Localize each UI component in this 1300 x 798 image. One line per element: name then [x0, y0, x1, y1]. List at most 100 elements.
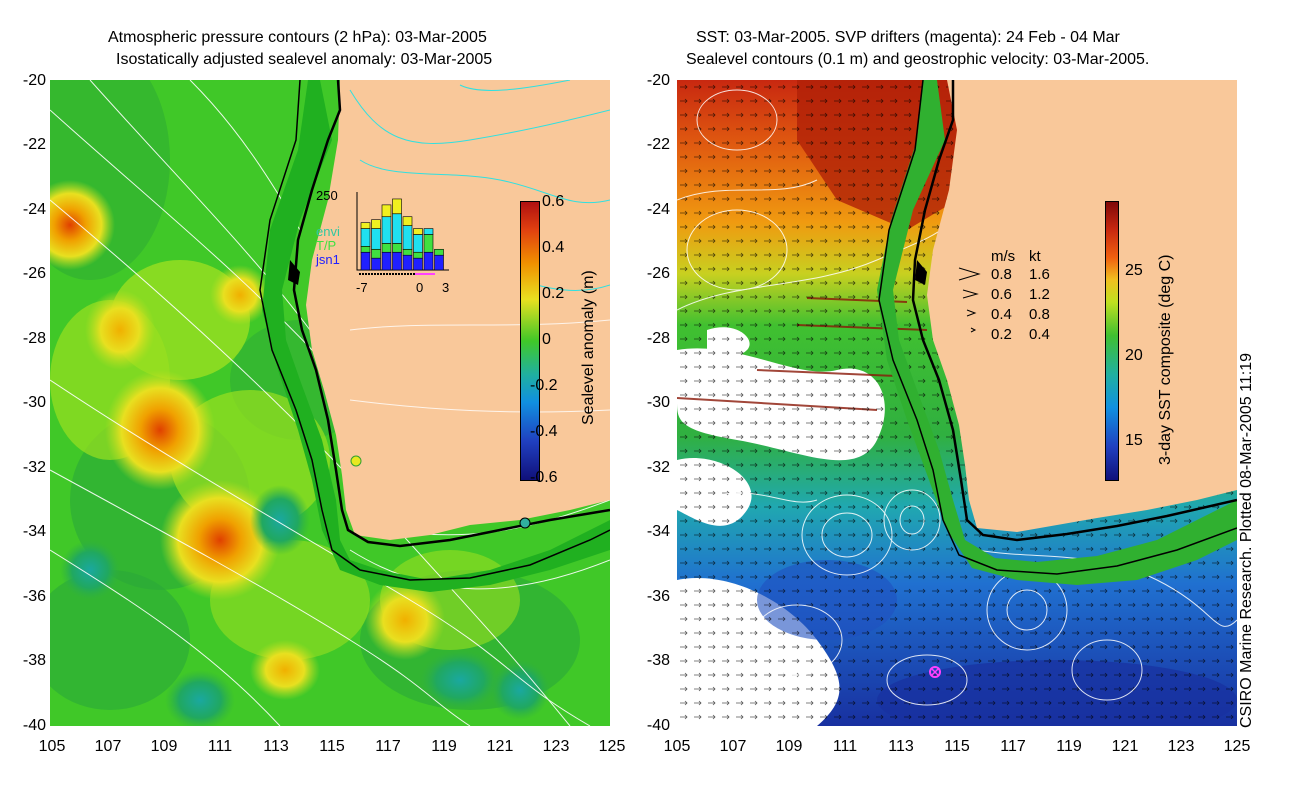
- colorbar-tick: 0.2: [542, 285, 565, 302]
- y-tick: -26: [22, 265, 46, 282]
- sst-colorbar-label: 3-day SST composite (deg C): [1157, 254, 1174, 465]
- y-tick: -38: [646, 652, 670, 669]
- y-tick: -26: [646, 265, 670, 282]
- y-tick: -22: [646, 136, 670, 153]
- colorbar-tick: -0.2: [530, 377, 558, 394]
- legend-kt: 1.2: [1029, 286, 1050, 303]
- legend-header-kt: kt: [1029, 248, 1041, 265]
- inset-bar-green: [423, 234, 434, 253]
- colorbar-tick: 0.4: [542, 239, 565, 256]
- x-tick: 105: [38, 738, 66, 755]
- inset-bar-green: [434, 248, 444, 256]
- sst-colorbar-tick: 15: [1125, 432, 1143, 449]
- x-tick: 115: [319, 738, 345, 755]
- inset-bar-blue: [413, 257, 423, 271]
- colorbar-tick: 0.6: [542, 193, 565, 210]
- inset-bar-yellow: [392, 198, 402, 215]
- left-title-line1: Atmospheric pressure contours (2 hPa): 0…: [108, 29, 487, 46]
- x-tick: 125: [1223, 738, 1251, 755]
- y-tick: -22: [22, 136, 46, 153]
- inset-bar-cyan: [360, 228, 371, 247]
- x-tick: 123: [542, 738, 570, 755]
- x-tick: 119: [431, 738, 457, 755]
- legend-ms: 0.6: [991, 286, 1012, 303]
- inset-bar-blue: [402, 254, 413, 271]
- colorbar-tick: 0: [542, 331, 551, 348]
- inset-bar-blue: [381, 251, 392, 271]
- y-tick: -40: [646, 717, 670, 734]
- inset-bar-yellow: [371, 219, 381, 229]
- inset-bar-green: [381, 243, 392, 253]
- y-tick: -34: [22, 523, 46, 540]
- sealevel-colorbar: [520, 201, 540, 481]
- x-tick: 107: [719, 738, 747, 755]
- credit-text: CSIRO Marine Research. Plotted 08-Mar-20…: [1238, 353, 1255, 728]
- legend-ms: 0.2: [991, 326, 1012, 343]
- legend-ms: 0.4: [991, 306, 1012, 323]
- inset-bar-green: [402, 248, 413, 256]
- x-tick: 113: [888, 738, 914, 755]
- left-title-line2: Isostatically adjusted sealevel anomaly:…: [116, 51, 493, 68]
- y-tick: -20: [22, 72, 46, 89]
- y-tick: -28: [646, 330, 670, 347]
- y-tick: -30: [22, 394, 46, 411]
- right-title-line1: SST: 03-Mar-2005. SVP drifters (magenta)…: [696, 29, 1120, 46]
- inset-bar-blue: [360, 251, 371, 271]
- y-tick: -36: [22, 588, 46, 605]
- y-tick: -34: [646, 523, 670, 540]
- x-tick: 109: [775, 738, 803, 755]
- inset-bar-blue: [392, 251, 402, 271]
- inset-bar-green: [392, 243, 402, 253]
- legend-kt: 0.8: [1029, 306, 1050, 323]
- y-tick: -24: [646, 201, 670, 218]
- legend-arrow-icons: [958, 267, 981, 333]
- inset-bar-blue: [434, 254, 444, 271]
- inset-bar-cyan: [423, 228, 434, 235]
- inset-bar-yellow: [413, 228, 423, 235]
- inset-legend-tp: T/P: [316, 238, 337, 253]
- colorbar-tick: -0.4: [530, 423, 558, 440]
- inset-bar-green: [360, 246, 371, 253]
- y-tick: -32: [22, 459, 46, 476]
- inset-bar-yellow: [360, 222, 371, 229]
- x-tick: 117: [375, 738, 401, 755]
- x-tick: 121: [486, 738, 514, 755]
- y-tick: -24: [22, 201, 46, 218]
- x-tick: 111: [832, 738, 858, 755]
- colorbar-tick: -0.6: [530, 469, 558, 486]
- inset-xtick-minus7: -7: [356, 280, 368, 295]
- right-title-line2: Sealevel contours (0.1 m) and geostrophi…: [686, 51, 1150, 68]
- legend-kt: 1.6: [1029, 266, 1050, 283]
- y-tick: -38: [22, 652, 46, 669]
- inset-ymax-label: 250: [316, 188, 338, 203]
- y-tick: -20: [646, 72, 670, 89]
- sealevel-anomaly-map: 250 envi T/P jsn1 -7 0 3 0.6 0.4 0.2 0 -…: [50, 80, 610, 726]
- inset-bar-blue: [371, 257, 381, 271]
- x-tick: 115: [944, 738, 970, 755]
- x-tick: 105: [663, 738, 691, 755]
- inset-legend-envi: envi: [316, 224, 340, 239]
- inset-bar-green: [413, 251, 423, 259]
- y-tick: -32: [646, 459, 670, 476]
- sst-colorbar-tick: 25: [1125, 262, 1143, 279]
- x-tick: 119: [1056, 738, 1082, 755]
- x-tick: 109: [150, 738, 178, 755]
- inset-legend-jsn1: jsn1: [316, 252, 340, 267]
- y-tick: -36: [646, 588, 670, 605]
- inset-bar-cyan: [392, 213, 402, 244]
- legend-header-ms: m/s: [991, 248, 1016, 265]
- legend-ms: 0.8: [991, 266, 1012, 283]
- inset-bar-cyan: [413, 234, 423, 253]
- inset-bar-cyan: [371, 228, 381, 250]
- x-tick: 125: [598, 738, 626, 755]
- x-tick: 113: [263, 738, 289, 755]
- sealevel-colorbar-label: Sealevel anomaly (m): [580, 270, 597, 425]
- inset-xtick-3: 3: [442, 280, 450, 295]
- inset-bar-blue: [423, 251, 434, 271]
- x-tick: 107: [94, 738, 122, 755]
- inset-bar-green: [371, 248, 381, 259]
- x-tick: 123: [1167, 738, 1195, 755]
- sst-colorbar-tick: 20: [1125, 347, 1143, 364]
- y-tick: -30: [646, 394, 670, 411]
- y-tick: -28: [22, 330, 46, 347]
